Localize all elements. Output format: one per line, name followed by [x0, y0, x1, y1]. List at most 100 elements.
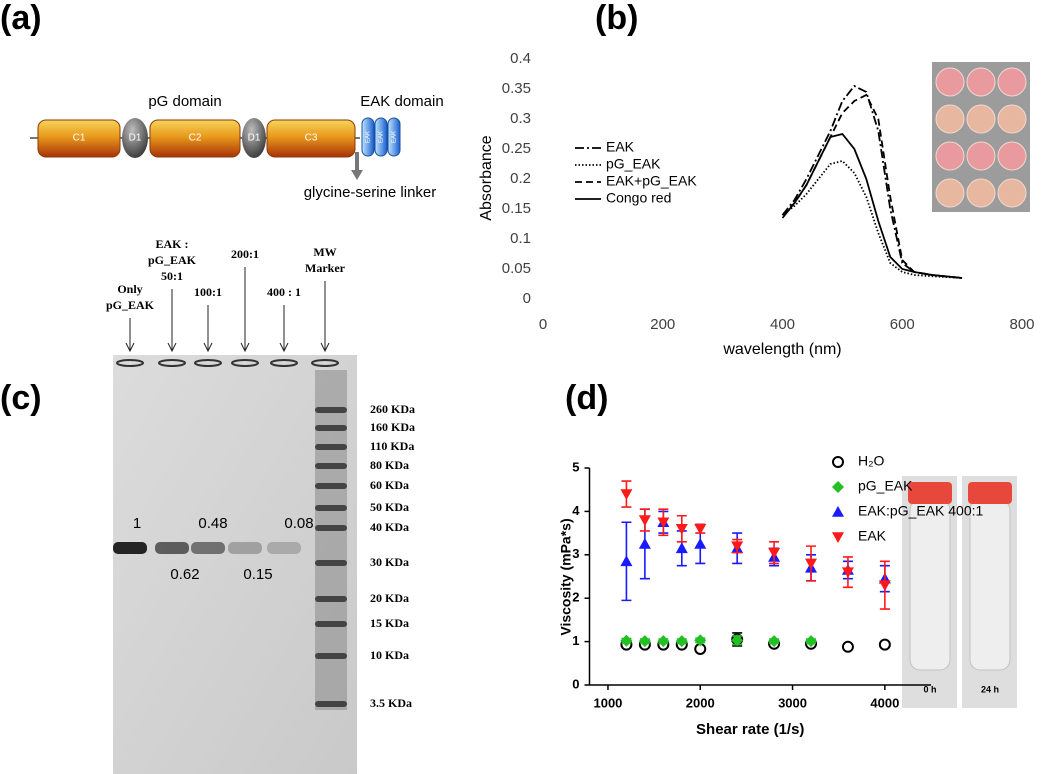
- marker-band: [315, 596, 347, 602]
- well: [966, 141, 996, 171]
- data-line: [781, 93, 963, 279]
- well: [935, 141, 965, 171]
- band-intensity: 0.08: [284, 515, 313, 532]
- marker-band: [315, 505, 347, 511]
- protein-domain: [149, 119, 241, 158]
- protein-domain: [266, 119, 356, 158]
- y-tick-label: 0: [523, 290, 531, 307]
- gel-band: [228, 542, 262, 554]
- point: [675, 542, 688, 554]
- legend-label: H₂O: [858, 453, 885, 469]
- domain-text: D1: [129, 133, 142, 144]
- y-tick-label: 0.4: [510, 50, 531, 67]
- legend-label: EAK: [858, 528, 887, 544]
- point: [638, 537, 651, 549]
- data-line: [781, 132, 963, 279]
- x-tick-label: 200: [650, 316, 675, 333]
- lane-arrow-head: [167, 342, 177, 353]
- marker-band: [315, 444, 347, 450]
- legend-label: EAK: [606, 139, 635, 155]
- y-tick-label: 3: [572, 546, 579, 561]
- eak-unit-text: EAK: [379, 131, 385, 143]
- domain-text: C1: [73, 133, 86, 144]
- y-tick-label: 2: [572, 590, 579, 605]
- point: [768, 547, 781, 559]
- linker-arrow-head: [351, 170, 363, 180]
- vial: [969, 499, 1011, 671]
- photo-label: 24 h: [981, 684, 999, 694]
- point: [694, 537, 707, 549]
- gel-band: [267, 542, 301, 554]
- marker-label: 3.5 KDa: [370, 696, 412, 710]
- legend-label: EAK+pG_EAK: [606, 173, 697, 189]
- y-tick-label: 0.05: [502, 260, 531, 277]
- band-intensity: 1: [133, 515, 141, 532]
- gel-band: [113, 542, 147, 554]
- marker-label: 110 KDa: [370, 439, 414, 453]
- well-slot: [270, 359, 298, 367]
- point: [638, 635, 651, 648]
- lane-arrow-head: [240, 342, 250, 353]
- well: [935, 104, 965, 134]
- lane-label: pG_EAK: [106, 298, 155, 312]
- point: [620, 634, 633, 647]
- marker-band: [315, 463, 347, 469]
- well: [997, 141, 1027, 171]
- domain-text: C2: [189, 133, 202, 144]
- marker-label: 10 KDa: [370, 648, 409, 662]
- eak-unit: [387, 117, 401, 157]
- x-tick-label: 2000: [686, 695, 715, 710]
- y-axis-title: Viscosity (mPa*s): [558, 518, 574, 635]
- linker-label: glycine-serine linker: [304, 184, 437, 201]
- y-tick-label: 0.3: [510, 110, 531, 127]
- y-tick-label: 5: [572, 459, 579, 474]
- marker-band: [315, 425, 347, 431]
- legend-label: pG_EAK: [606, 156, 661, 172]
- lane-label: EAK :: [156, 237, 189, 251]
- well: [966, 178, 996, 208]
- well: [997, 104, 1027, 134]
- marker-band: [315, 525, 347, 531]
- lane-label: Marker: [305, 261, 346, 275]
- marker-label: 20 KDa: [370, 591, 409, 605]
- lane-arrow-head: [320, 342, 330, 353]
- well-slot: [158, 359, 186, 367]
- panel-label: (c): [0, 379, 42, 417]
- wells: [935, 67, 1027, 208]
- domain-text: D1: [248, 133, 261, 144]
- domain-text: C3: [305, 133, 318, 144]
- point: [805, 558, 818, 570]
- well: [935, 67, 965, 97]
- point: [675, 523, 688, 535]
- marker-band: [315, 483, 347, 489]
- marker-band: [315, 621, 347, 627]
- panel-label: (b): [595, 0, 638, 37]
- lane-label: pG_EAK: [148, 253, 197, 267]
- point: [878, 580, 891, 592]
- marker-band: [315, 701, 347, 707]
- linker-domain: [122, 118, 148, 158]
- lane-label: 200:1: [231, 247, 259, 261]
- well-slot: [311, 359, 339, 367]
- marker-label: 15 KDa: [370, 616, 409, 630]
- point: [841, 567, 854, 579]
- y-tick-label: 0.15: [502, 200, 531, 217]
- lane-arrow-head: [125, 342, 135, 353]
- point: [694, 634, 707, 647]
- panel-label: (d): [565, 379, 608, 417]
- well-slot: [231, 359, 259, 367]
- y-tick-label: 0.35: [502, 80, 531, 97]
- point: [657, 635, 670, 648]
- vial: [909, 499, 951, 671]
- point: [841, 640, 854, 653]
- x-tick-label: 1000: [593, 695, 622, 710]
- band-intensity: 0.62: [170, 566, 199, 583]
- domain-label: pG domain: [148, 93, 221, 110]
- x-tick-label: 800: [1009, 316, 1034, 333]
- domain-label: EAK domain: [360, 93, 443, 110]
- gel-band: [191, 542, 225, 554]
- y-tick-label: 0.2: [510, 170, 531, 187]
- eak-unit: [361, 117, 375, 157]
- legend-label: pG_EAK: [858, 478, 913, 494]
- point: [620, 489, 633, 501]
